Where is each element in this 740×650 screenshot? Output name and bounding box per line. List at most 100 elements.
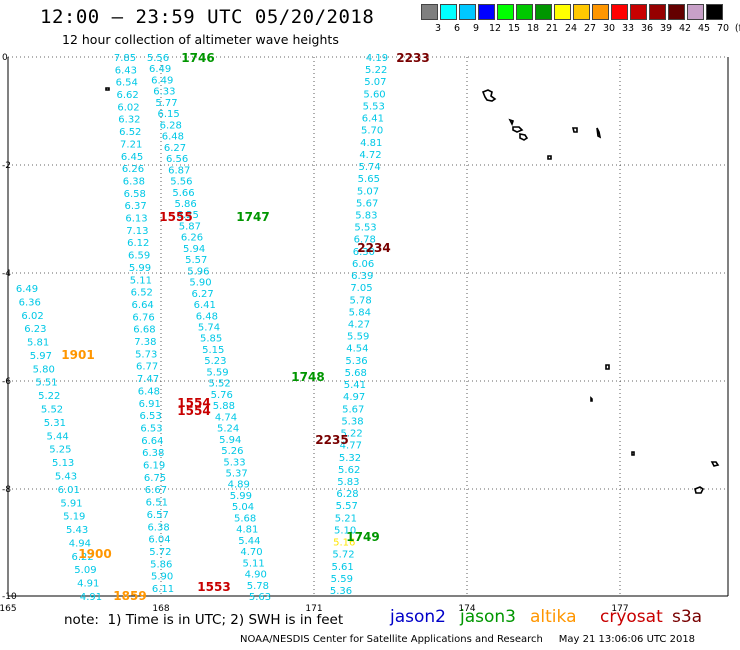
swh-value: 7.47: [137, 374, 159, 385]
swh-value: 7.21: [120, 139, 142, 150]
swh-value: 6.48: [138, 386, 160, 397]
legend-swatch: [630, 4, 647, 20]
swh-value: 6.22: [72, 552, 94, 563]
swh-value: 6.49: [16, 284, 38, 295]
swh-value: 5.44: [238, 536, 260, 547]
swh-value: 6.48: [162, 132, 184, 143]
legend-label: 36: [640, 23, 654, 34]
islands: [105, 87, 720, 494]
swh-value: 6.91: [139, 399, 161, 410]
swh-value: 5.10: [334, 525, 356, 536]
pass-time-label: 1749: [346, 530, 379, 544]
swh-value: 5.90: [189, 278, 211, 289]
swh-value: 7.38: [134, 337, 156, 348]
legend-label: 42: [678, 23, 692, 34]
swh-value: 4.89: [228, 480, 250, 491]
swh-value: 6.56: [166, 154, 188, 165]
swh-value: 5.63: [249, 592, 271, 603]
swh-value: 5.78: [247, 581, 269, 592]
pass-time-label: 1900: [78, 547, 111, 561]
swh-value: 5.13: [52, 458, 74, 469]
x-tick-label: 168: [152, 604, 169, 614]
legend-label: 45: [697, 23, 711, 34]
swh-value: 5.44: [46, 431, 68, 442]
swh-value: 5.33: [223, 457, 245, 468]
swh-value: 5.59: [347, 332, 369, 343]
swh-value: 5.85: [200, 334, 222, 345]
legend-label: 27: [583, 23, 597, 34]
swh-value: 4.94: [69, 538, 91, 549]
swh-value: 6.28: [160, 120, 182, 131]
swh-value: 6.62: [117, 90, 139, 101]
swh-value: 5.24: [217, 424, 239, 435]
swh-value: 5.86: [174, 199, 196, 210]
swh-value: 6.30: [353, 247, 375, 258]
swh-value: 6.15: [157, 109, 179, 120]
legend-swatch: [649, 4, 666, 20]
swh-value: 5.72: [149, 547, 171, 558]
swh-value: 5.07: [364, 77, 386, 88]
swh-value: 6.49: [151, 75, 173, 86]
swh-value: 6.52: [119, 127, 141, 138]
satellite-label-cryosat: cryosat: [600, 607, 663, 627]
swh-value: 5.43: [66, 525, 88, 536]
swh-value: 5.59: [331, 574, 353, 585]
swh-value: 4.74: [215, 412, 237, 423]
swh-value: 5.53: [363, 101, 385, 112]
legend-swatch: [497, 4, 514, 20]
swh-value: 5.97: [30, 351, 52, 362]
swh-value: 5.19: [63, 512, 85, 523]
y-tick-label: -8: [2, 485, 11, 495]
footnote: note: 1) Time is in UTC; 2) SWH is in fe…: [64, 612, 344, 628]
swh-value: 6.52: [131, 288, 153, 299]
swh-value: 5.16: [333, 538, 355, 549]
y-tick-label: -6: [2, 377, 11, 387]
swh-value: 5.68: [345, 368, 367, 379]
legend-swatch: [592, 4, 609, 20]
swh-value: 6.06: [352, 259, 374, 270]
swh-value: 6.27: [164, 143, 186, 154]
swh-value: 5.66: [172, 188, 194, 199]
swh-value: 5.51: [35, 378, 57, 389]
map-title: 12:00 – 23:59 UTC 05/20/2018: [40, 6, 375, 28]
swh-value: 6.38: [123, 176, 145, 187]
y-tick-label: -10: [2, 592, 17, 602]
swh-value: 5.32: [339, 453, 361, 464]
island-outline: [710, 461, 720, 467]
swh-value: 4.27: [348, 320, 370, 331]
legend-label: 12: [488, 23, 502, 34]
swh-value: 5.74: [198, 323, 220, 334]
legend-swatch: [535, 4, 552, 20]
legend-swatch: [706, 4, 723, 20]
legend-swatch: [421, 4, 438, 20]
island-outline: [596, 127, 602, 139]
swh-value: 6.48: [196, 311, 218, 322]
credits: NOAA/NESDIS Center for Satellite Applica…: [240, 634, 696, 645]
swh-value: 5.72: [332, 550, 354, 561]
swh-value: 6.49: [149, 64, 171, 75]
legend-swatch: [516, 4, 533, 20]
swh-value: 5.80: [33, 364, 55, 375]
pass-time-label: 2233: [396, 51, 429, 65]
swh-value: 6.33: [153, 87, 175, 98]
swh-value: 6.04: [148, 535, 170, 546]
swh-value: 6.13: [125, 214, 147, 225]
legend-label: 6: [453, 23, 461, 34]
swh-value: 7.05: [350, 283, 372, 294]
legend-label: 33: [621, 23, 635, 34]
swh-value: 5.87: [179, 221, 201, 232]
island-outline: [694, 486, 705, 494]
island-outline: [519, 133, 529, 141]
legend-swatch: [478, 4, 495, 20]
swh-value: 6.02: [21, 311, 43, 322]
swh-value: 6.19: [143, 461, 165, 472]
island-outline: [631, 451, 635, 456]
legend-label: 70: [716, 23, 730, 34]
legend-label: 9: [472, 23, 480, 34]
swh-value: 6.23: [24, 324, 46, 335]
legend-label: 15: [507, 23, 521, 34]
y-tick-label: -2: [2, 161, 11, 171]
island-outline: [605, 364, 610, 370]
